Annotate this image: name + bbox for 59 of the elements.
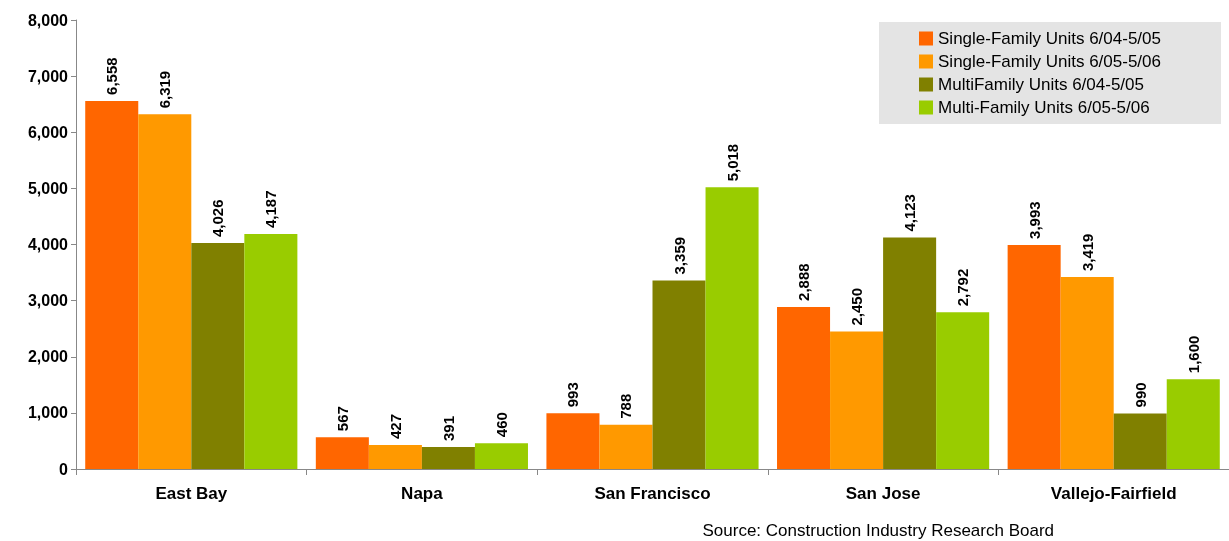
- data-label: 6,319: [156, 70, 174, 109]
- data-label: 2,888: [795, 263, 813, 301]
- data-label: 993: [564, 382, 582, 408]
- source-note: Source: Construction Industry Research Board: [702, 521, 1055, 540]
- data-label: 3,359: [670, 236, 688, 275]
- data-label: 567: [333, 406, 351, 432]
- legend-label: Single-Family Units 6/04-5/05: [938, 29, 1161, 48]
- x-tick-label: Vallejo-Fairfield: [1050, 484, 1177, 503]
- y-tick-label: 2,000: [27, 348, 69, 366]
- bar: [652, 280, 706, 469]
- legend-label: Single-Family Units 6/05-5/06: [938, 52, 1161, 71]
- bar: [830, 331, 884, 469]
- data-label: 1,600: [1184, 335, 1202, 374]
- y-tick-label: 1,000: [27, 404, 69, 422]
- y-tick-label: 3,000: [27, 292, 69, 310]
- y-tick-label: 7,000: [27, 67, 69, 85]
- bar: [1113, 413, 1167, 469]
- data-label: 2,792: [954, 268, 972, 307]
- bar: [546, 413, 600, 469]
- data-label: 788: [617, 393, 635, 419]
- data-label: 6,558: [103, 57, 121, 95]
- bar: [368, 445, 422, 469]
- bar: [936, 312, 990, 469]
- data-label: 3,419: [1078, 233, 1096, 272]
- bar: [1007, 244, 1061, 469]
- bar: [85, 100, 139, 469]
- bar: [474, 443, 528, 469]
- bar: [1166, 379, 1220, 469]
- bar: [777, 306, 831, 469]
- bar: [421, 447, 475, 469]
- data-label: 4,123: [901, 194, 919, 232]
- data-label: 4,026: [209, 199, 227, 238]
- bar: [705, 187, 759, 469]
- legend-label: MultiFamily Units 6/04-5/05: [938, 75, 1144, 94]
- data-label: 391: [439, 416, 457, 442]
- data-label: 3,993: [1025, 201, 1043, 239]
- bar: [599, 424, 653, 469]
- bar: [883, 237, 937, 469]
- bar: [315, 437, 369, 469]
- data-label: 990: [1131, 382, 1149, 408]
- legend-label: Multi-Family Units 6/05-5/06: [938, 98, 1150, 117]
- y-tick-label: 6,000: [27, 123, 69, 141]
- data-label: 5,018: [723, 143, 741, 182]
- x-tick-label: San Jose: [845, 484, 921, 503]
- y-tick-label: 0: [59, 460, 69, 478]
- x-tick-label: Napa: [401, 484, 444, 503]
- data-label: 460: [492, 412, 510, 438]
- bar: [138, 114, 192, 469]
- data-label: 4,187: [262, 190, 280, 228]
- bar: [244, 234, 298, 469]
- y-tick-label: 5,000: [27, 179, 69, 197]
- x-tick-label: San Francisco: [594, 484, 711, 503]
- x-tick-label: East Bay: [155, 484, 228, 503]
- data-label: 2,450: [848, 287, 866, 326]
- y-tick-label: 4,000: [27, 236, 69, 253]
- data-label: 427: [386, 414, 404, 440]
- bar: [1060, 277, 1114, 469]
- y-tick-label: 8,000: [27, 11, 69, 29]
- bar: [191, 243, 245, 469]
